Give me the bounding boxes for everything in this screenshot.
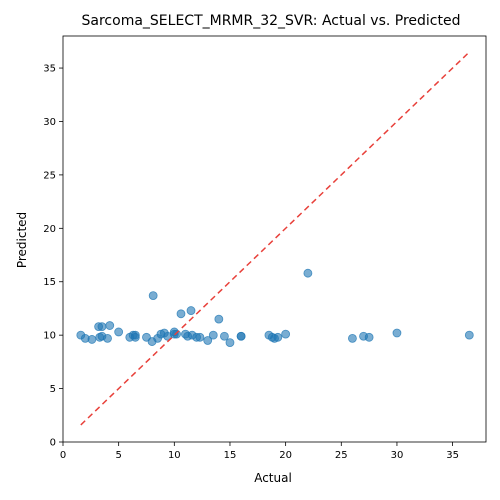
data-point (203, 336, 213, 345)
data-point (195, 332, 205, 342)
x-tick-label: 15 (224, 450, 237, 461)
y-tick-label: 5 (50, 384, 56, 395)
plot-area (62, 35, 487, 443)
data-point (273, 332, 283, 342)
x-tick-label: 5 (115, 450, 121, 461)
data-point (176, 309, 186, 319)
y-tick-label: 15 (43, 277, 56, 288)
data-point (87, 335, 97, 344)
data-point (281, 329, 291, 339)
x-tick-label: 35 (446, 450, 459, 461)
plot-frame (62, 35, 487, 443)
data-point (303, 268, 313, 278)
data-point (97, 322, 107, 332)
y-tick-label: 0 (50, 438, 56, 449)
x-axis-label: Actual (254, 471, 292, 485)
x-tick-label: 10 (168, 450, 181, 461)
y-tick-label: 20 (43, 224, 56, 235)
y-axis-label: Predicted (15, 212, 29, 268)
data-point (364, 332, 374, 342)
data-point (148, 291, 158, 301)
y-tick-label: 30 (43, 117, 56, 128)
data-point (114, 327, 124, 337)
y-tick-label: 10 (43, 331, 56, 342)
x-tick-label: 0 (60, 450, 66, 461)
data-point (186, 306, 196, 315)
x-tick-label: 20 (279, 450, 292, 461)
data-point (348, 333, 357, 343)
x-tick-label: 25 (335, 450, 348, 461)
data-point (392, 328, 402, 338)
data-point (130, 332, 140, 342)
y-tick-label: 25 (43, 170, 56, 181)
data-point (105, 321, 115, 330)
data-point (220, 331, 229, 341)
data-point (225, 338, 235, 348)
data-point (103, 333, 112, 343)
data-point (214, 314, 224, 324)
y-axis: 0 5 10 15 20 25 30 35 (43, 64, 63, 449)
x-axis: 0 5 10 15 20 25 30 35 (60, 442, 459, 461)
data-points (76, 51, 474, 426)
chart-title: Sarcoma_SELECT_MRMR_32_SVR: Actual vs. P… (82, 13, 461, 29)
data-point (464, 330, 474, 340)
x-tick-label: 30 (391, 450, 404, 461)
y-tick-label: 35 (43, 64, 56, 75)
identity-reference-line (80, 51, 470, 426)
data-point (236, 331, 246, 341)
data-point (208, 330, 218, 340)
